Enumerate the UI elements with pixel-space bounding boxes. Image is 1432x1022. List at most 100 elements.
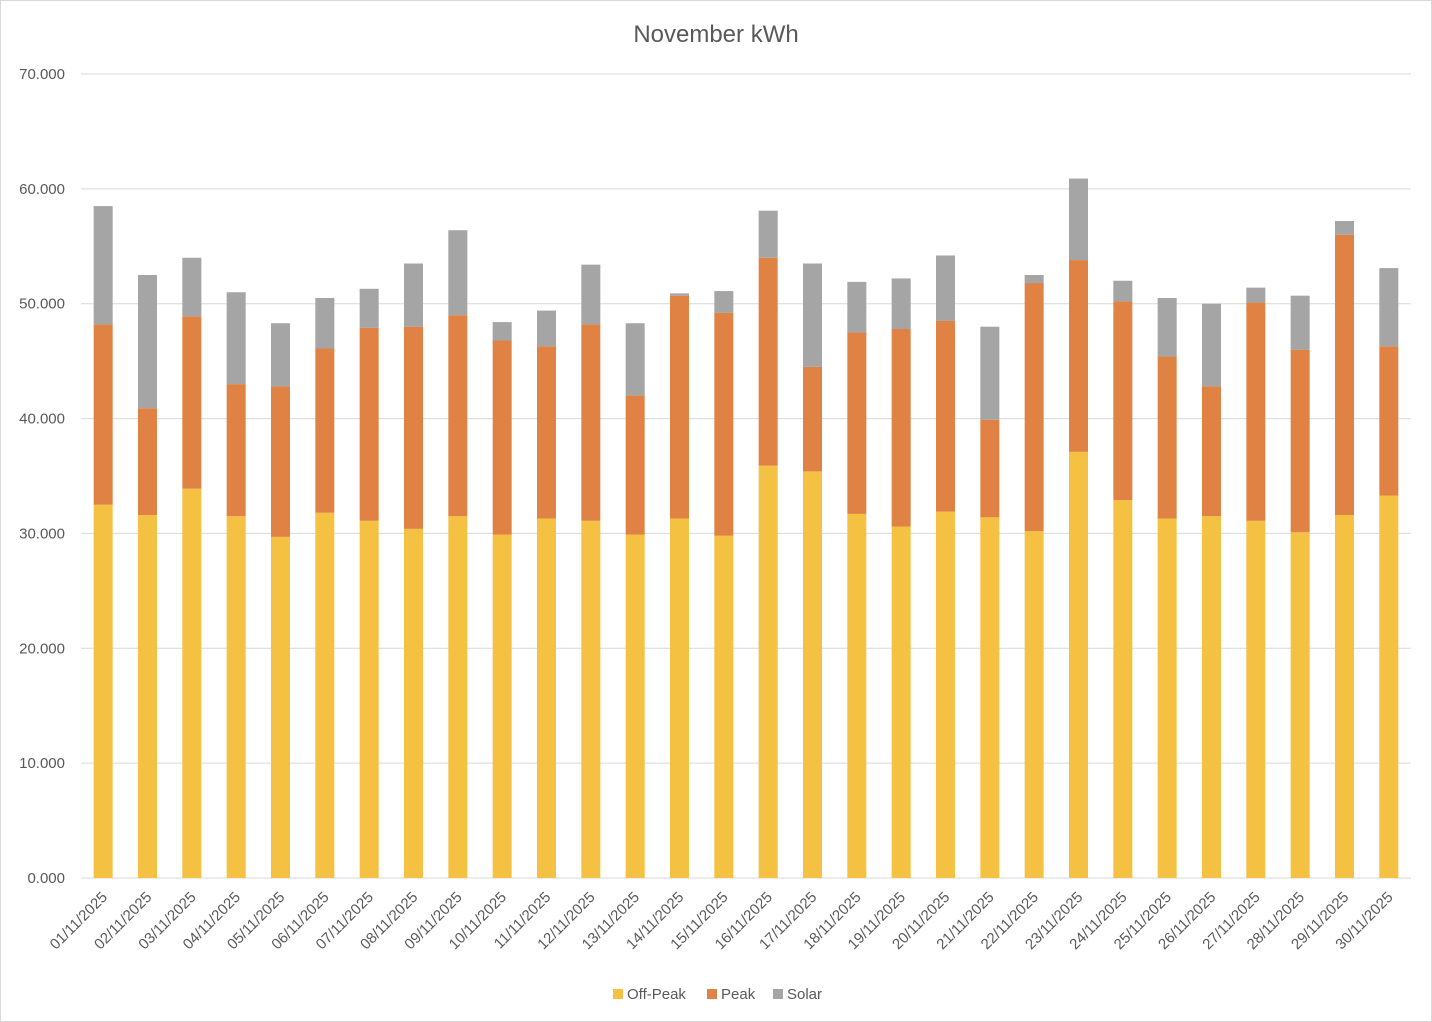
legend: Off-Peak Peak Solar xyxy=(613,986,822,1003)
bar-off-peak xyxy=(891,526,911,878)
bar-peak xyxy=(1157,356,1177,519)
bar-off-peak xyxy=(714,535,734,878)
bar-solar xyxy=(891,278,911,329)
bar-solar xyxy=(714,291,734,313)
bar-peak xyxy=(714,312,734,536)
bar-peak xyxy=(271,386,290,537)
bar-off-peak xyxy=(936,511,955,878)
y-tick-label: 20.000 xyxy=(19,640,65,657)
bar-off-peak xyxy=(93,504,113,878)
bar-peak xyxy=(1290,349,1310,533)
bar-solar xyxy=(670,293,689,296)
legend-label: Off-Peak xyxy=(627,986,686,1003)
bar-solar xyxy=(1246,287,1266,303)
bar-solar xyxy=(625,323,645,396)
bar-peak xyxy=(404,326,423,529)
bar-solar xyxy=(226,292,246,385)
bar-solar xyxy=(359,288,379,328)
bar-peak xyxy=(803,366,822,472)
bar-off-peak xyxy=(1290,532,1310,878)
bar-off-peak xyxy=(226,516,246,878)
bar-solar xyxy=(980,326,1000,420)
legend-swatch xyxy=(613,989,623,999)
bar-peak xyxy=(93,324,113,505)
bar-solar xyxy=(271,323,290,387)
bar-solar xyxy=(404,263,423,327)
y-tick-label: 40.000 xyxy=(19,411,65,428)
bar-solar xyxy=(1290,295,1310,350)
bar-peak xyxy=(758,257,778,466)
bar-solar xyxy=(492,322,512,341)
bar-peak xyxy=(537,346,556,519)
bar-off-peak xyxy=(492,534,512,878)
bar-off-peak xyxy=(271,536,290,878)
bar-peak xyxy=(1202,386,1221,517)
bar-off-peak xyxy=(581,520,601,878)
bar-solar xyxy=(138,275,157,409)
bar-solar xyxy=(1202,303,1221,387)
legend-label: Solar xyxy=(787,986,822,1003)
bar-peak xyxy=(1335,234,1354,516)
y-tick-label: 50.000 xyxy=(19,296,65,313)
bar-off-peak xyxy=(1069,451,1088,878)
bar-peak xyxy=(1069,260,1088,452)
legend-swatch xyxy=(773,989,783,999)
bar-peak xyxy=(980,419,1000,518)
bar-off-peak xyxy=(1157,518,1177,878)
bar-off-peak xyxy=(980,517,1000,878)
y-tick-label: 0.000 xyxy=(27,870,65,887)
bar-peak xyxy=(1024,283,1044,532)
legend-swatch xyxy=(707,989,717,999)
bar-solar xyxy=(1157,297,1177,357)
bar-off-peak xyxy=(1024,531,1044,878)
bar-off-peak xyxy=(847,513,867,878)
legend-label: Peak xyxy=(721,986,756,1003)
bar-peak xyxy=(670,295,689,519)
bar-solar xyxy=(537,310,556,347)
bar-off-peak xyxy=(1113,500,1133,878)
bar-off-peak xyxy=(448,516,468,878)
bar-peak xyxy=(1246,302,1266,521)
bar-solar xyxy=(182,257,202,317)
bar-solar xyxy=(1113,280,1133,302)
bar-solar xyxy=(936,255,955,321)
bar-peak xyxy=(492,340,512,535)
bar-off-peak xyxy=(537,518,556,878)
y-tick-label: 60.000 xyxy=(19,181,65,198)
bar-solar xyxy=(1024,275,1044,284)
x-axis-ticks: 01/11/202502/11/202503/11/202504/11/2025… xyxy=(47,889,1397,953)
bar-off-peak xyxy=(758,465,778,878)
bar-off-peak xyxy=(1379,495,1399,878)
bar-peak xyxy=(1113,301,1133,501)
bar-peak xyxy=(182,316,202,489)
bar-off-peak xyxy=(803,471,822,878)
bar-solar xyxy=(1335,221,1354,235)
bar-peak xyxy=(448,315,468,517)
bar-peak xyxy=(1379,346,1399,496)
bar-off-peak xyxy=(1246,520,1266,878)
bar-off-peak xyxy=(1202,516,1221,878)
bar-solar xyxy=(581,264,601,325)
bar-solar xyxy=(93,206,113,325)
chart-title: November kWh xyxy=(633,21,798,48)
y-tick-label: 30.000 xyxy=(19,525,65,542)
bar-solar xyxy=(1069,178,1088,261)
bar-solar xyxy=(315,297,335,349)
y-axis-ticks: 0.000 10.000 20.000 30.000 40.000 50.000 60.00… xyxy=(19,66,65,887)
bars xyxy=(93,178,1399,878)
bar-peak xyxy=(847,332,867,514)
bar-peak xyxy=(138,408,157,516)
bar-solar xyxy=(448,230,468,316)
bar-off-peak xyxy=(315,512,335,878)
gridlines xyxy=(81,73,1411,879)
y-tick-label: 70.000 xyxy=(19,66,65,83)
bar-off-peak xyxy=(182,488,202,878)
bar-peak xyxy=(936,320,955,512)
bar-off-peak xyxy=(404,528,423,878)
bar-peak xyxy=(315,348,335,513)
bar-off-peak xyxy=(625,534,645,878)
bar-solar xyxy=(758,210,778,258)
bar-peak xyxy=(891,328,911,527)
y-tick-label: 10.000 xyxy=(19,755,65,772)
